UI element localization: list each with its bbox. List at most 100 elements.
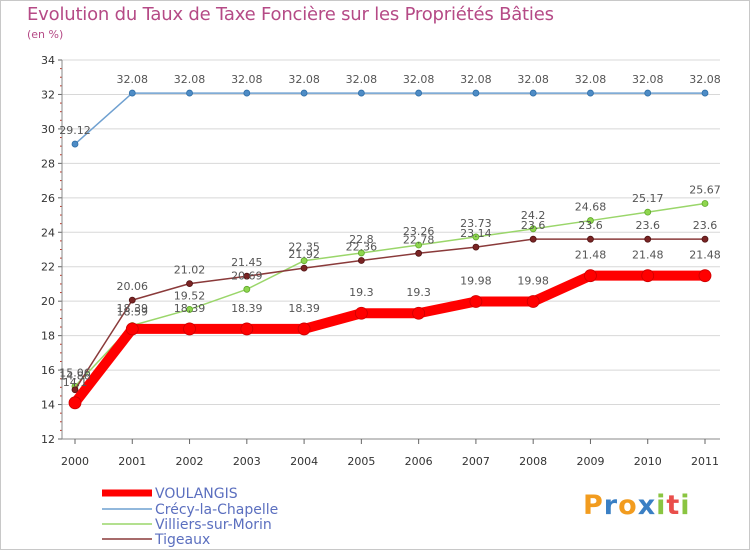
data-point (587, 89, 594, 97)
data-label: 23.6 (578, 219, 603, 232)
y-tick-label: 28 (41, 157, 55, 170)
data-point (587, 217, 594, 224)
data-point (186, 89, 193, 97)
data-point (584, 269, 597, 283)
x-tick-label: 2008 (519, 455, 547, 468)
data-label: 21.45 (231, 256, 263, 269)
logo-letter: r (603, 490, 619, 521)
data-point (183, 322, 196, 336)
data-point (472, 243, 480, 251)
data-label: 32.08 (517, 73, 549, 86)
series-line (74, 202, 706, 388)
x-tick-label: 2004 (290, 455, 318, 468)
data-point (587, 235, 594, 243)
data-point (297, 322, 311, 336)
data-label: 18.39 (288, 302, 320, 315)
data-label: 21.48 (689, 249, 721, 262)
data-label: 32.08 (288, 73, 320, 86)
logo-letter: P (583, 490, 604, 521)
data-point (529, 89, 537, 97)
data-label: 18.39 (117, 302, 149, 315)
x-tick-label: 2011 (691, 455, 719, 468)
data-point (243, 272, 251, 280)
data-point (243, 285, 251, 293)
data-label: 22.8 (349, 233, 374, 246)
data-point (644, 89, 652, 97)
data-label: 32.08 (689, 73, 721, 86)
data-label: 32.08 (403, 73, 435, 86)
data-label: 32.08 (575, 73, 607, 86)
data-label: 18.39 (231, 302, 263, 315)
data-point (243, 89, 251, 97)
x-tick-label: 2005 (347, 455, 375, 468)
data-point (357, 249, 365, 257)
data-label: 25.17 (632, 192, 664, 205)
y-tick-label: 32 (41, 88, 55, 101)
data-label: 15.06 (59, 366, 91, 379)
data-point (698, 269, 712, 283)
data-point (701, 89, 709, 97)
logo-letter: i (680, 490, 691, 521)
y-tick-label: 26 (41, 192, 55, 205)
data-label: 22.78 (403, 233, 435, 246)
data-point (71, 140, 79, 148)
data-point (71, 386, 79, 394)
data-point (412, 306, 426, 320)
data-point (354, 306, 368, 320)
data-label: 20.69 (231, 269, 263, 282)
y-tick-label: 22 (41, 261, 55, 274)
data-point (701, 200, 709, 207)
x-tick-label: 2006 (405, 455, 433, 468)
data-point (701, 235, 709, 243)
legend-label: Crécy-la-Chapelle (155, 502, 278, 518)
logo-letter: x (637, 490, 657, 521)
data-label: 29.12 (59, 124, 91, 137)
y-tick-label: 14 (41, 399, 55, 412)
y-tick-label: 18 (41, 330, 55, 343)
data-point (644, 208, 652, 216)
series-line (74, 238, 706, 391)
data-label: 19.98 (517, 275, 549, 288)
x-tick-label: 2001 (118, 455, 146, 468)
legend-label: Villiers-sur-Morin (155, 517, 272, 533)
data-label: 21.48 (632, 249, 664, 262)
x-tick-label: 2010 (634, 455, 662, 468)
logo-letter: t (666, 490, 681, 521)
data-label: 18.39 (174, 302, 206, 315)
y-tick-label: 12 (41, 433, 55, 446)
data-point (300, 89, 308, 97)
logo-letter: o (618, 490, 638, 521)
y-tick-label: 20 (41, 295, 55, 308)
data-label: 14.86 (59, 370, 91, 383)
data-label: 22.36 (346, 241, 378, 254)
data-label: 32.08 (346, 73, 378, 86)
data-label: 23.6 (521, 219, 546, 232)
data-point (357, 89, 365, 97)
series-line (74, 92, 706, 145)
data-label: 19.52 (174, 289, 206, 302)
data-label: 24.68 (575, 201, 607, 214)
y-tick-label: 34 (41, 54, 55, 67)
data-label: 23.6 (693, 219, 718, 232)
data-point (644, 235, 652, 243)
proxiti-logo: Proxiti (583, 490, 691, 521)
data-label: 18.59 (117, 305, 149, 318)
y-tick-label: 16 (41, 364, 55, 377)
data-label: 21.48 (575, 249, 607, 262)
data-point (472, 233, 480, 241)
data-label: 23.6 (635, 219, 660, 232)
data-point (526, 295, 540, 308)
data-point (415, 89, 423, 97)
data-point (128, 89, 136, 97)
data-point (529, 225, 537, 233)
logo-letters: Proxiti (583, 490, 691, 521)
x-tick-label: 2009 (576, 455, 604, 468)
series-line (70, 270, 710, 408)
data-point (186, 306, 193, 313)
data-label: 19.98 (460, 275, 492, 288)
data-label: 19.3 (349, 286, 374, 299)
data-label: 32.08 (174, 73, 206, 86)
data-label: 19.3 (406, 286, 431, 299)
data-label: 32.08 (460, 73, 492, 86)
legend-label: VOULANGIS (155, 486, 238, 502)
